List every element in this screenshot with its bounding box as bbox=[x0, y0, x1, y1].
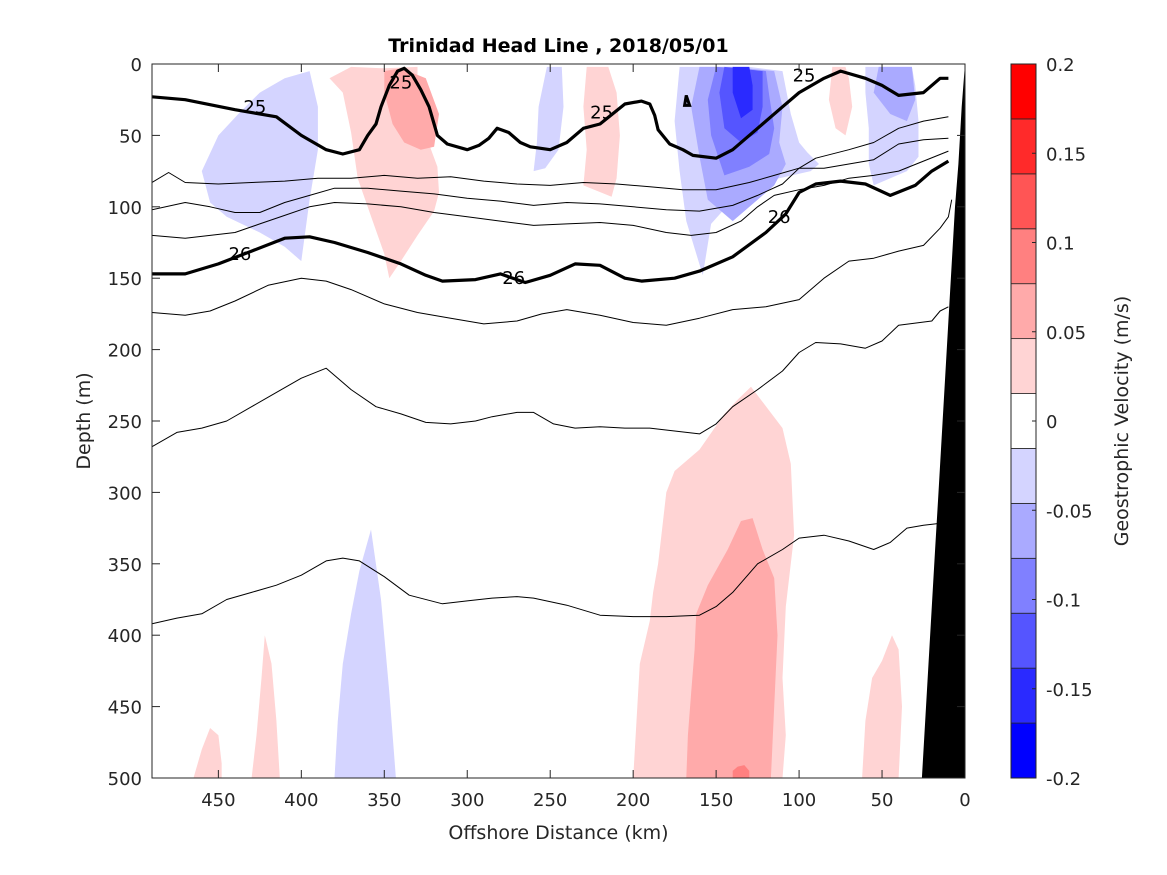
colorbar-swatch bbox=[1010, 448, 1037, 504]
x-tick-label: 150 bbox=[699, 790, 733, 811]
x-tick-label: 200 bbox=[616, 790, 650, 811]
x-tick-label: 450 bbox=[201, 790, 235, 811]
isopycnal-25-loop bbox=[682, 94, 692, 107]
colorbar-swatch bbox=[1010, 502, 1037, 559]
colorbar-swatch bbox=[1010, 118, 1037, 175]
chart-title: Trinidad Head Line , 2018/05/01 bbox=[388, 35, 728, 57]
contour-label-layer: 25 25 25 25 26 26 26 bbox=[228, 65, 815, 289]
x-tick-label: 400 bbox=[284, 790, 318, 811]
y-axis-label: Depth (m) bbox=[73, 372, 95, 469]
velocity-region-pos bbox=[583, 66, 620, 197]
colorbar-swatch bbox=[1010, 283, 1037, 340]
x-tick-label: 300 bbox=[450, 790, 484, 811]
colorbar-swatch bbox=[1010, 722, 1037, 779]
contour-label: 26 bbox=[228, 244, 251, 265]
y-tick-label: 50 bbox=[119, 126, 142, 147]
seafloor-shape bbox=[921, 64, 965, 778]
colorbar-tick-label: -0.05 bbox=[1046, 501, 1093, 522]
isopycnal-line bbox=[152, 137, 949, 213]
y-tick-label: 300 bbox=[108, 483, 142, 504]
contour-label: 25 bbox=[590, 103, 613, 124]
velocity-region-neg bbox=[732, 66, 753, 119]
isopycnal-line bbox=[152, 199, 953, 326]
colorbar-tick-label: -0.15 bbox=[1046, 680, 1093, 701]
isopycnal-25-line bbox=[152, 66, 949, 160]
y-tick-label: 400 bbox=[108, 626, 142, 647]
seafloor-layer bbox=[921, 64, 965, 778]
colorbar-swatch bbox=[1010, 338, 1037, 394]
x-tick-label: 350 bbox=[367, 790, 401, 811]
velocity-region-neg bbox=[533, 66, 564, 172]
velocity-region-pos bbox=[862, 635, 902, 778]
colorbar-tick-label: -0.1 bbox=[1046, 591, 1081, 612]
contour-label: 25 bbox=[243, 97, 266, 118]
y-tick-label: 450 bbox=[108, 698, 142, 719]
y-tick-label: 250 bbox=[108, 412, 142, 433]
colorbar-tick-label: -0.2 bbox=[1046, 769, 1081, 790]
colorbar-tick-label: 0.05 bbox=[1046, 323, 1086, 344]
isopycnal-line bbox=[152, 150, 949, 239]
y-tick-label: 0 bbox=[131, 55, 142, 76]
colorbar-swatch bbox=[1010, 612, 1037, 669]
y-tick-label: 100 bbox=[108, 198, 142, 219]
y-axis: 0 50 100 150 200 250 300 350 400 450 500 bbox=[108, 55, 965, 790]
contour-label: 26 bbox=[768, 207, 791, 228]
colorbar-tick-label: 0.1 bbox=[1046, 234, 1075, 255]
contour-label: 26 bbox=[502, 268, 525, 289]
colorbar-tick-label: 0.2 bbox=[1046, 55, 1075, 76]
y-tick-label: 500 bbox=[108, 769, 142, 790]
colorbar-swatch bbox=[1010, 667, 1037, 724]
velocity-region-pos bbox=[828, 66, 853, 136]
velocity-region-neg bbox=[334, 529, 396, 778]
x-tick-label: 50 bbox=[871, 790, 894, 811]
x-axis: 450 400 350 300 250 200 150 100 50 0 bbox=[201, 64, 971, 811]
velocity-region-pos bbox=[732, 765, 750, 778]
colorbar-swatch bbox=[1010, 173, 1037, 230]
colorbar-tick-label: 0 bbox=[1046, 412, 1057, 433]
y-tick-label: 200 bbox=[108, 341, 142, 362]
colorbar-swatch bbox=[1010, 63, 1037, 120]
velocity-fill-layer bbox=[193, 66, 919, 778]
velocity-region-pos bbox=[686, 518, 778, 778]
isopycnal-line bbox=[152, 116, 949, 191]
contour-label: 25 bbox=[389, 73, 412, 94]
x-axis-label: Offshore Distance (km) bbox=[448, 822, 668, 844]
isopycnal-line bbox=[152, 306, 949, 448]
colorbar-label: Geostrophic Velocity (m/s) bbox=[1111, 296, 1133, 546]
x-tick-label: 250 bbox=[533, 790, 567, 811]
isopycnal-layer bbox=[152, 66, 953, 625]
velocity-region-pos bbox=[193, 728, 222, 778]
x-tick-label: 0 bbox=[959, 790, 970, 811]
isopycnal-line bbox=[152, 521, 949, 625]
y-tick-label: 350 bbox=[108, 555, 142, 576]
x-tick-label: 100 bbox=[782, 790, 816, 811]
colorbar-tick-label: 0.15 bbox=[1046, 144, 1086, 165]
velocity-region-pos bbox=[251, 635, 280, 778]
colorbar: -0.2 -0.15 -0.1 -0.05 0 0.05 0.1 0.15 0.2 bbox=[1010, 55, 1093, 790]
colorbar-swatch bbox=[1010, 393, 1037, 449]
colorbar-swatch bbox=[1010, 228, 1037, 285]
colorbar-swatch bbox=[1010, 557, 1037, 614]
contour-label: 25 bbox=[793, 65, 816, 86]
velocity-region-pos bbox=[384, 68, 439, 150]
y-tick-label: 150 bbox=[108, 269, 142, 290]
